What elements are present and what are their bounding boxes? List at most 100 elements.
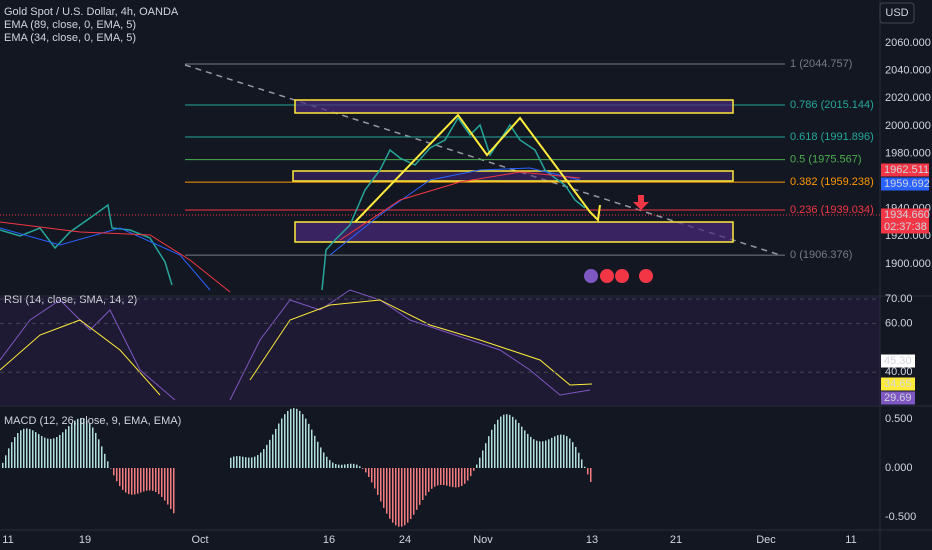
macd-bar <box>86 420 88 468</box>
macd-bar <box>590 468 592 483</box>
fib-price: (1975.567) <box>808 154 861 166</box>
macd-bar <box>290 408 292 468</box>
macd-tick-label: 0.000 <box>885 462 913 474</box>
macd-bar <box>488 436 490 468</box>
currency-label[interactable]: USD <box>885 7 908 19</box>
fib-level: 0 <box>790 249 796 261</box>
fib-level: 0.5 <box>790 154 805 166</box>
macd-bar <box>542 441 544 468</box>
indicator-label: EMA (89, close, 0, EMA, 5) <box>4 19 136 31</box>
price-tick-label: 2060.000 <box>885 37 931 49</box>
macd-bar <box>35 432 37 468</box>
time-tick-label: 24 <box>399 534 411 546</box>
price-tick-label: 2000.000 <box>885 120 931 132</box>
macd-bar <box>377 468 379 495</box>
macd-bar <box>23 428 25 468</box>
macd-bar <box>518 422 520 468</box>
macd-bar <box>50 438 52 468</box>
macd-bar <box>2 462 4 468</box>
macd-bar <box>155 468 157 492</box>
currency-button[interactable] <box>879 2 915 24</box>
macd-bar <box>329 460 331 468</box>
macd-bar <box>413 468 415 515</box>
macd-bar <box>464 468 466 484</box>
macd-bar <box>173 468 175 514</box>
macd-bar <box>407 468 409 523</box>
ema-89 <box>0 171 581 293</box>
macd-bar <box>539 441 541 468</box>
macd-bar <box>266 444 268 468</box>
macd-bar <box>524 430 526 468</box>
price-badge <box>881 177 929 191</box>
macd-bar <box>62 432 64 468</box>
macd-bar <box>401 468 403 527</box>
macd-bar <box>158 468 160 495</box>
macd-bar <box>410 468 412 520</box>
price-tick-label: 2040.000 <box>885 65 931 77</box>
rsi-tick-label: 60.00 <box>885 317 913 329</box>
fib-label: 0 (1906.376) <box>790 249 852 261</box>
macd-bar <box>17 433 19 468</box>
macd-bar <box>383 468 385 508</box>
macd-bar <box>260 452 262 468</box>
time-tick-label: 21 <box>670 534 682 546</box>
event-icon[interactable] <box>600 269 614 283</box>
fib-price: (2015.144) <box>821 99 874 111</box>
macd-bar <box>41 436 43 468</box>
macd-bar <box>254 456 256 468</box>
time-tick-label: Nov <box>473 534 493 546</box>
macd-bar <box>500 416 502 468</box>
macd-bar <box>287 410 289 468</box>
macd-bar <box>80 418 82 468</box>
macd-tick-label: 0.500 <box>885 413 913 425</box>
fib-price: (1939.034) <box>821 204 874 216</box>
macd-bar <box>563 434 565 468</box>
macd-bar <box>149 468 151 491</box>
macd-bar <box>566 436 568 468</box>
macd-bar <box>20 430 22 468</box>
macd-bar <box>491 429 493 468</box>
macd-bar <box>587 468 589 475</box>
macd-bar <box>305 418 307 468</box>
event-icon[interactable] <box>584 269 598 283</box>
macd-bar <box>284 414 286 468</box>
price-badge <box>881 220 929 234</box>
macd-bar <box>308 423 310 468</box>
event-icon[interactable] <box>615 269 629 283</box>
macd-bar <box>479 457 481 468</box>
fib-level: 0.382 <box>790 176 818 188</box>
macd-bar <box>371 468 373 483</box>
macd-bar <box>476 464 478 468</box>
symbol-title: Gold Spot / U.S. Dollar, 4h, OANDA <box>4 6 179 18</box>
macd-bar <box>257 455 259 468</box>
time-tick-label: 13 <box>586 534 598 546</box>
macd-bar <box>545 440 547 468</box>
macd-bar <box>101 446 103 468</box>
rsi-line <box>0 289 591 401</box>
macd-histogram <box>2 408 592 527</box>
fib-level: 0.618 <box>790 131 818 143</box>
rsi-badge-label: 34.65 <box>884 378 912 390</box>
macd-bar <box>362 468 364 469</box>
price-tick-label: 2020.000 <box>885 92 931 104</box>
macd-bar <box>554 436 556 468</box>
macd-bar <box>269 439 271 468</box>
macd-bar <box>578 452 580 468</box>
macd-bar <box>419 468 421 505</box>
macd-bar <box>32 430 34 468</box>
macd-bar <box>395 468 397 526</box>
macd-bar <box>278 423 280 468</box>
time-tick-label: Oct <box>191 534 208 546</box>
macd-bar <box>116 468 118 482</box>
macd-bar <box>392 468 394 523</box>
macd-bar <box>506 414 508 468</box>
macd-bar <box>47 438 49 468</box>
macd-bar <box>104 453 106 468</box>
macd-bar <box>248 457 250 468</box>
event-icon[interactable] <box>639 269 653 283</box>
macd-bar <box>368 468 370 478</box>
macd-bar <box>452 468 454 488</box>
macd-bar <box>341 464 343 468</box>
fib-price: (1959.238) <box>821 176 874 188</box>
